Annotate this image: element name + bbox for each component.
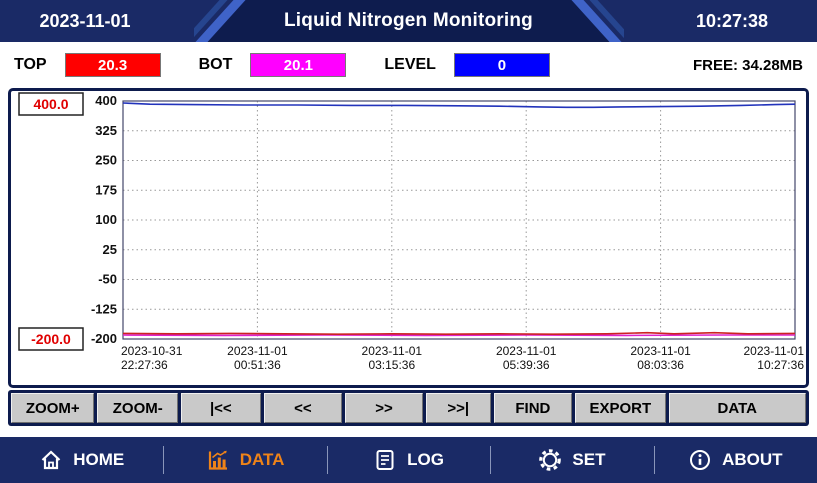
- svg-text:400: 400: [95, 93, 117, 108]
- find-button[interactable]: FIND: [493, 393, 573, 423]
- free-space-indicator: FREE: 34.28MB: [692, 56, 803, 74]
- svg-text:2023-11-01: 2023-11-01: [630, 344, 691, 358]
- nav-item-data[interactable]: DATA: [163, 437, 326, 483]
- clock: 10:27:38: [695, 10, 769, 31]
- first-page-button[interactable]: |<<: [181, 393, 261, 423]
- top-value: 20.3: [64, 53, 161, 77]
- svg-text:10:27:36: 10:27:36: [757, 358, 804, 372]
- page-title: Liquid Nitrogen Monitoring: [284, 10, 533, 31]
- about-info-icon: [690, 450, 711, 470]
- data-chart-icon: [208, 450, 227, 470]
- nav-label-about: ABOUT: [722, 450, 783, 469]
- home-icon: [41, 450, 61, 470]
- bot-value: 20.1: [250, 53, 347, 77]
- svg-text:400.0: 400.0: [33, 96, 68, 112]
- export-button[interactable]: EXPORT: [575, 393, 666, 423]
- svg-text:2023-11-01: 2023-11-01: [362, 344, 423, 358]
- svg-text:-125: -125: [91, 301, 117, 316]
- zoom-out-button[interactable]: ZOOM-: [97, 393, 179, 423]
- last-page-button[interactable]: >>|: [425, 393, 491, 423]
- log-icon: [376, 450, 394, 470]
- nav-label-data: DATA: [239, 450, 285, 469]
- banner-background: [207, 0, 610, 42]
- page-forward-button[interactable]: >>: [345, 393, 423, 423]
- zoom-in-button[interactable]: ZOOM+: [11, 393, 95, 423]
- top-label: TOP: [14, 56, 47, 73]
- svg-text:05:39:36: 05:39:36: [503, 358, 550, 372]
- nav-item-home[interactable]: HOME: [0, 437, 163, 483]
- svg-text:25: 25: [103, 242, 117, 257]
- top-temperature-group: TOP 20.3: [14, 53, 161, 77]
- svg-text:08:03:36: 08:03:36: [637, 358, 684, 372]
- trend-toolbar: ZOOM+ ZOOM- |<< << >> >>| FIND EXPORT DA…: [8, 390, 809, 426]
- nav-item-log[interactable]: LOG: [326, 437, 490, 483]
- svg-text:22:27:36: 22:27:36: [121, 358, 168, 372]
- nav-label-home: HOME: [73, 450, 125, 469]
- gear-icon: [539, 449, 562, 471]
- data-table-button[interactable]: DATA: [668, 393, 807, 423]
- header: 2023-11-01 Liquid Nitrogen Monitoring 10…: [0, 0, 817, 42]
- svg-text:-200: -200: [91, 331, 117, 346]
- svg-text:175: 175: [95, 182, 117, 197]
- svg-text:100: 100: [95, 212, 117, 227]
- svg-text:00:51:36: 00:51:36: [234, 358, 281, 372]
- title-banner: Liquid Nitrogen Monitoring: [193, 0, 624, 42]
- bottom-navigation: HOME DATA LOG SET ABOUT: [0, 437, 817, 483]
- svg-text:2023-11-01: 2023-11-01: [227, 344, 288, 358]
- nav-item-set[interactable]: SET: [490, 437, 653, 483]
- svg-text:2023-11-01: 2023-11-01: [496, 344, 557, 358]
- svg-text:325: 325: [95, 123, 117, 138]
- svg-text:2023-11-01: 2023-11-01: [744, 344, 805, 358]
- trend-chart-panel: 400 325 250 175 100 25 -50 -125 -200 2023-10-31 22…: [8, 88, 809, 388]
- svg-text:2023-10-31: 2023-10-31: [121, 344, 183, 358]
- svg-text:250: 250: [95, 153, 117, 168]
- level-value: 0: [453, 53, 550, 77]
- header-date: 2023-11-01: [39, 10, 131, 31]
- page-back-button[interactable]: <<: [263, 393, 343, 423]
- bottom-temperature-group: BOT 20.1: [199, 53, 347, 77]
- nav-item-about[interactable]: ABOUT: [653, 437, 817, 483]
- nav-label-log: LOG: [407, 450, 444, 469]
- svg-text:-50: -50: [98, 272, 117, 287]
- level-group: LEVEL 0: [384, 53, 550, 77]
- svg-text:03:15:36: 03:15:36: [368, 358, 415, 372]
- trend-chart: 400 325 250 175 100 25 -50 -125 -200 2023-10-3122…: [18, 92, 805, 372]
- level-label: LEVEL: [384, 56, 436, 73]
- nav-label-set: SET: [572, 450, 606, 469]
- status-bar: TOP 20.3 BOT 20.1 LEVEL 0 FREE: 34.28MB: [0, 42, 817, 88]
- bot-label: BOT: [198, 56, 233, 73]
- svg-text:-200.0: -200.0: [31, 331, 71, 347]
